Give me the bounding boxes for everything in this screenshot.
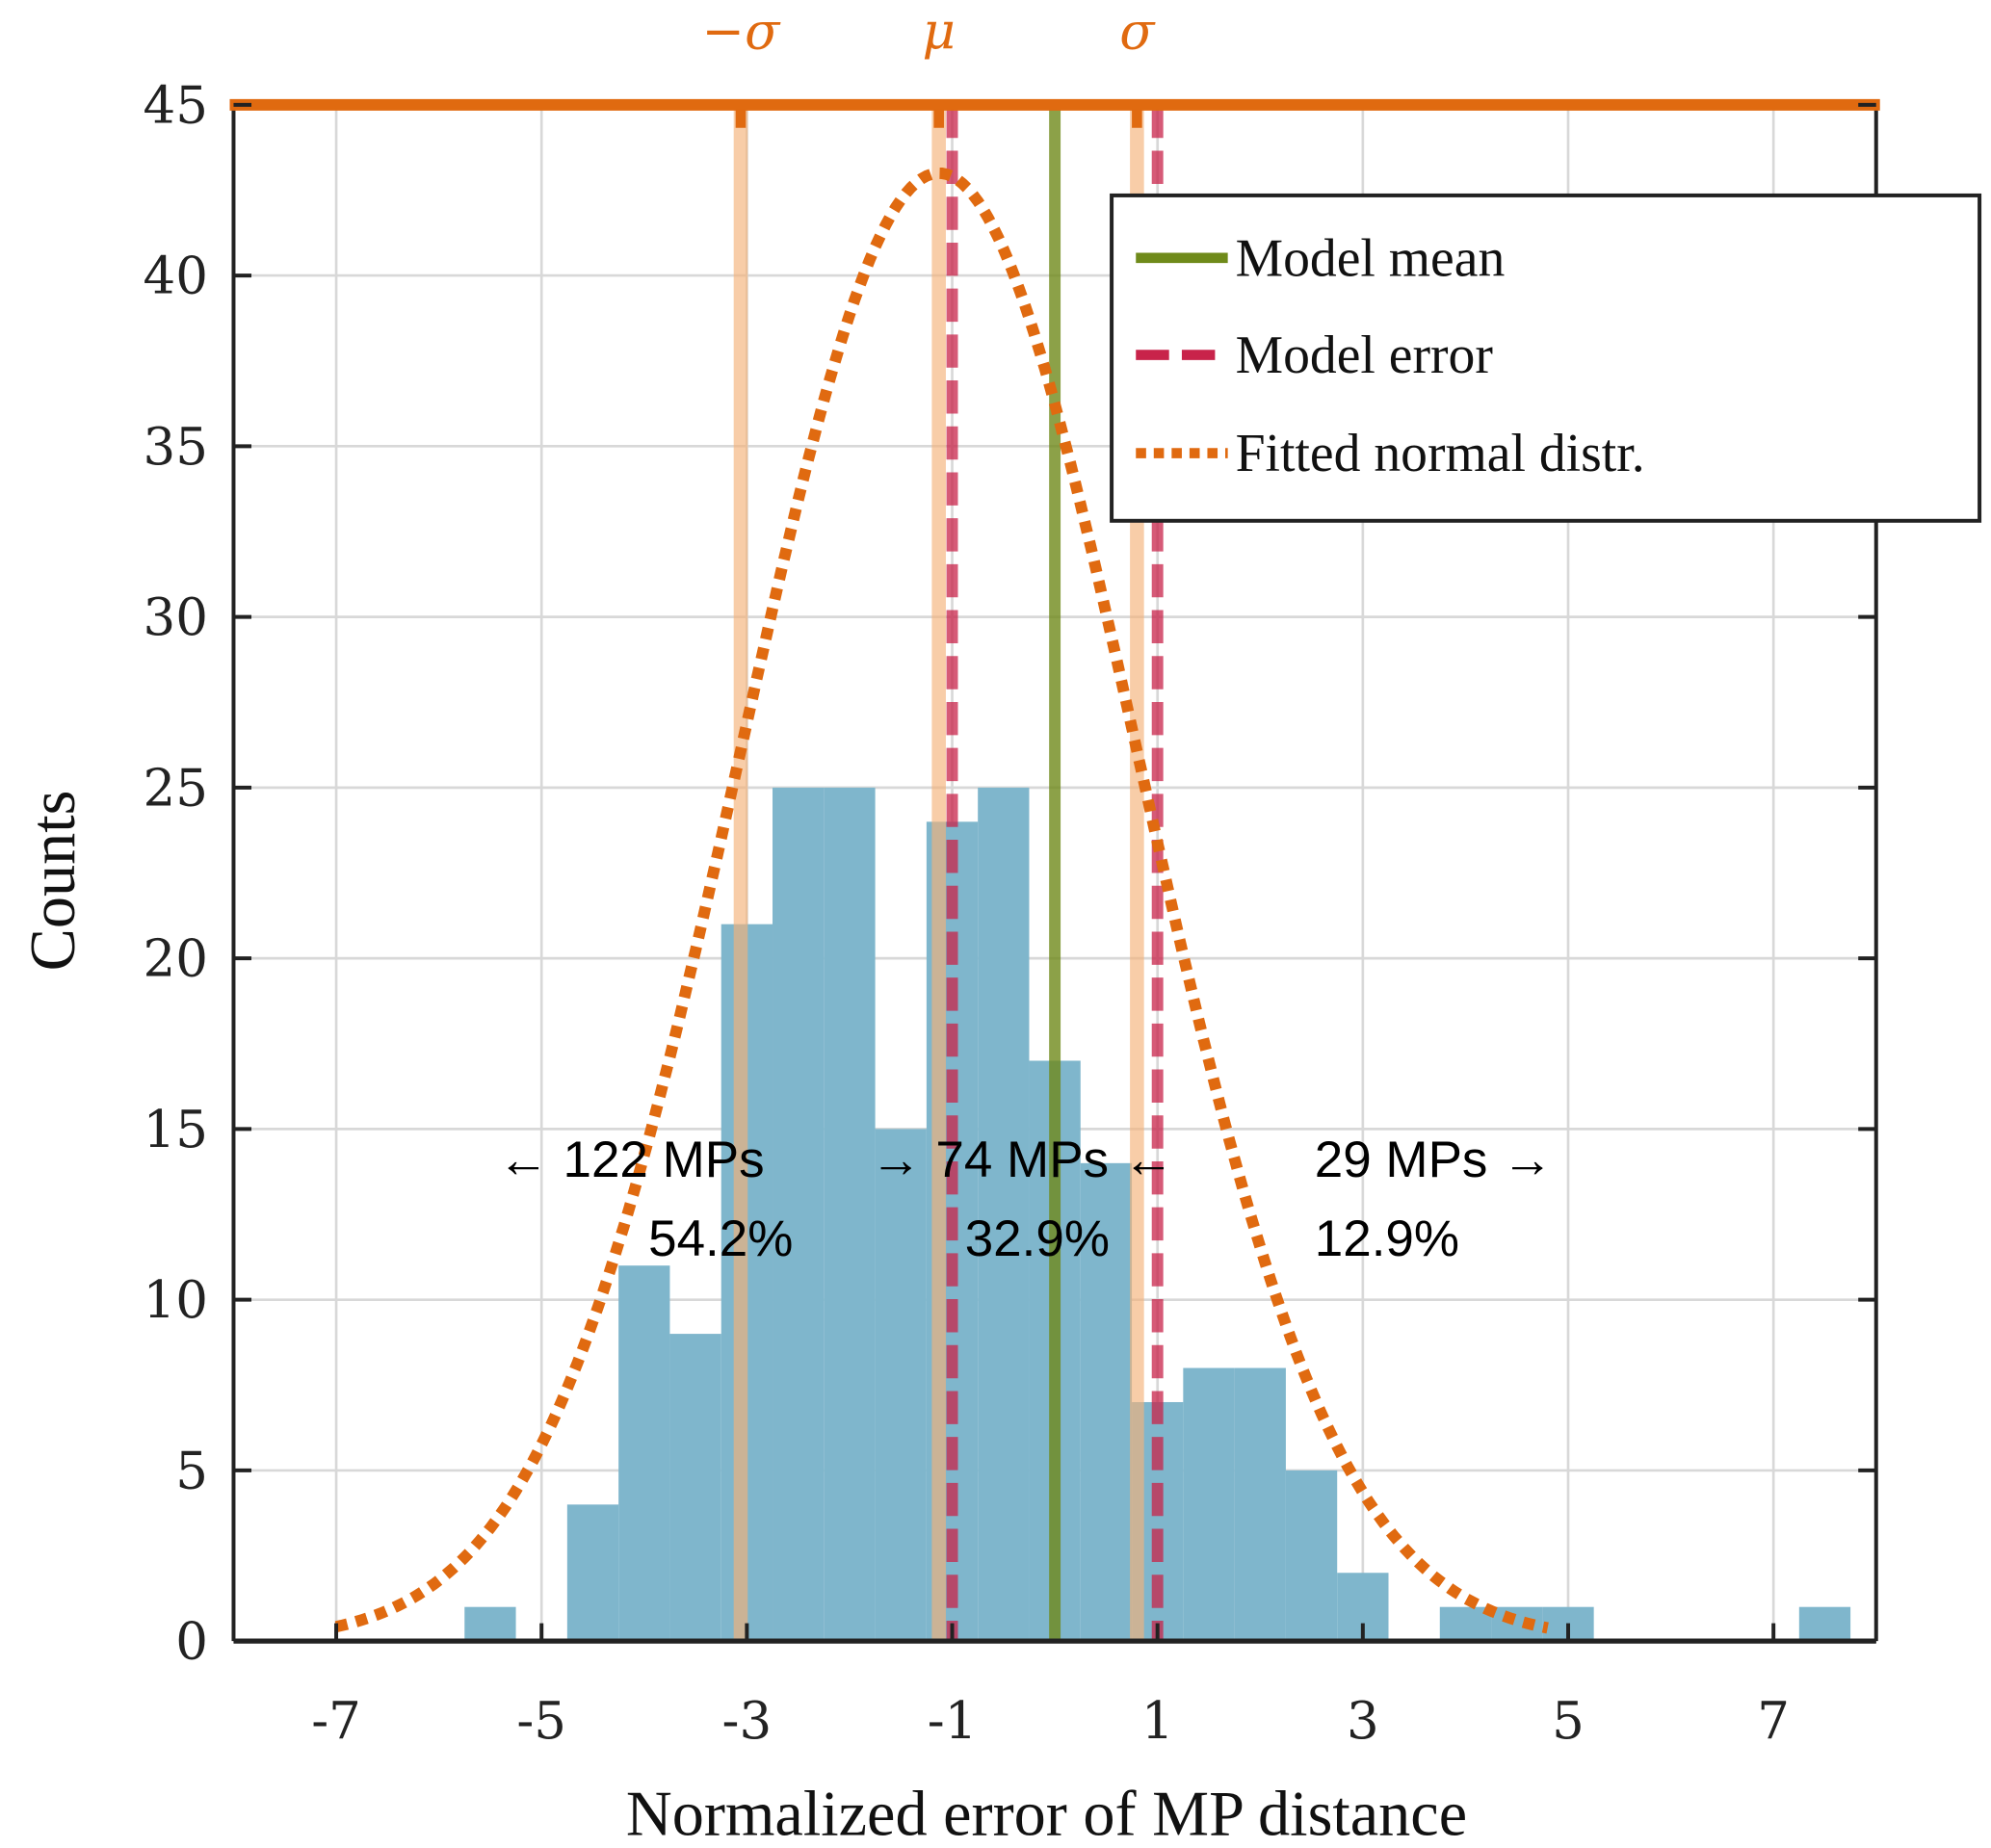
legend-label-fitted-normal: Fitted normal distr. (1236, 424, 1645, 483)
x-tick-label: -3 (722, 1692, 773, 1751)
y-tick-label: 0 (175, 1613, 208, 1672)
annotation-mid-count: → 74 MPs ← (871, 1132, 1174, 1188)
x-tick-label: 1 (1141, 1692, 1174, 1751)
y-tick-label: 15 (144, 1101, 208, 1159)
histogram-bar (824, 787, 876, 1642)
legend: Model mean Model error Fitted normal dis… (1110, 193, 1982, 523)
x-tick-label: -7 (311, 1692, 361, 1751)
fitted-normal-path (334, 167, 1549, 1634)
annotation-right-count: 29 MPs → (1315, 1132, 1553, 1188)
y-axis-label: Counts (18, 791, 89, 972)
x-tick-label: 3 (1347, 1692, 1379, 1751)
histogram-bar (1183, 1367, 1235, 1642)
reference-lines (733, 104, 1164, 1642)
histogram-bar (1491, 1606, 1543, 1642)
annotations: ← 122 MPs 54.2% → 74 MPs ← 32.9% 29 MPs … (498, 1132, 1553, 1267)
mu-label: μ (922, 3, 955, 62)
annotation-mid-pct: 32.9% (965, 1210, 1110, 1267)
y-tick-label: 45 (144, 76, 208, 135)
legend-label-model-error: Model error (1236, 325, 1494, 385)
y-tick-label: 35 (144, 418, 208, 477)
annotation-right-pct: 12.9% (1315, 1210, 1459, 1267)
histogram-bar (464, 1606, 516, 1642)
histogram-bars (464, 787, 1851, 1642)
histogram-bar (618, 1265, 670, 1642)
histogram-bar (1798, 1606, 1851, 1642)
sigma-label: σ (1119, 3, 1156, 62)
annotation-left-pct: 54.2% (648, 1210, 793, 1267)
y-tick-label: 40 (144, 247, 208, 306)
histogram-bar (875, 1129, 927, 1642)
y-tick-label: 10 (144, 1271, 208, 1330)
histogram-bar (1285, 1470, 1338, 1642)
histogram-bar (1234, 1367, 1286, 1642)
y-tick-label: 25 (144, 759, 208, 818)
x-tick-label: -5 (516, 1692, 566, 1751)
sigma-labels: −σ μ σ (702, 3, 1157, 62)
minus-sigma-label: −σ (702, 3, 781, 62)
histogram-bar (773, 787, 825, 1642)
histogram-bar (669, 1334, 721, 1642)
fitted-normal-curve (334, 167, 1549, 1634)
x-tick-label: -1 (928, 1692, 978, 1751)
x-axis-label: Normalized error of MP distance (626, 1780, 1467, 1848)
histogram-bar (566, 1504, 619, 1642)
y-tick-label: 20 (144, 930, 208, 989)
x-tick-label: 7 (1757, 1692, 1790, 1751)
x-tick-label: 5 (1552, 1692, 1585, 1751)
y-tick-label: 30 (144, 588, 208, 647)
y-tick-label: 5 (175, 1442, 208, 1500)
histogram-bar (978, 787, 1030, 1642)
histogram-bar (1080, 1162, 1133, 1642)
annotation-left-count: ← 122 MPs (498, 1132, 765, 1188)
histogram-bar (1439, 1606, 1492, 1642)
legend-label-model-mean: Model mean (1236, 228, 1506, 288)
legend-box (1110, 193, 1982, 523)
